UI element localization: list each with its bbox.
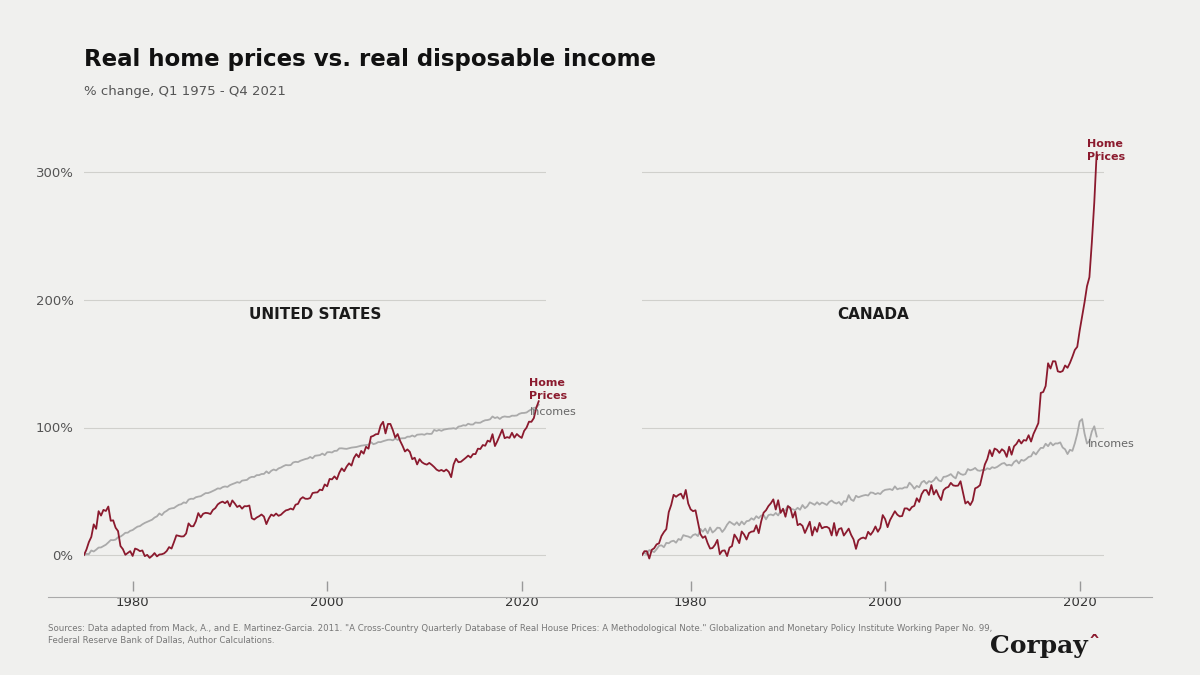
Text: Incomes: Incomes — [529, 407, 576, 417]
Text: ˆ: ˆ — [1088, 634, 1099, 655]
Text: Corpay: Corpay — [990, 634, 1087, 659]
Text: Home
Prices: Home Prices — [1087, 140, 1126, 162]
Text: % change, Q1 1975 - Q4 2021: % change, Q1 1975 - Q4 2021 — [84, 85, 286, 98]
Text: Sources: Data adapted from Mack, A., and E. Martinez-Garcia. 2011. "A Cross-Coun: Sources: Data adapted from Mack, A., and… — [48, 624, 992, 645]
Text: Incomes: Incomes — [1087, 439, 1134, 449]
Text: CANADA: CANADA — [838, 306, 908, 322]
Text: Home
Prices: Home Prices — [529, 378, 568, 401]
Text: Real home prices vs. real disposable income: Real home prices vs. real disposable inc… — [84, 48, 656, 71]
Text: UNITED STATES: UNITED STATES — [248, 306, 382, 322]
